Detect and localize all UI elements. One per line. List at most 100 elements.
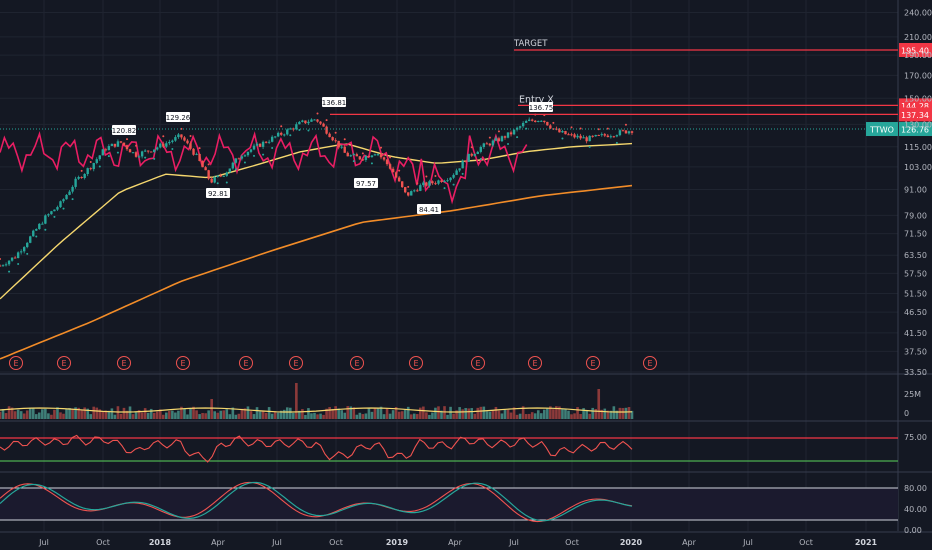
volume-bar-47 bbox=[140, 412, 144, 419]
stop-dot-27 bbox=[80, 169, 83, 172]
candle-body-137 bbox=[413, 190, 416, 192]
volume-bar-4 bbox=[10, 407, 14, 419]
candle-body-77 bbox=[231, 162, 235, 169]
price-tick-1: 210.00 bbox=[904, 33, 932, 42]
earnings-label-8: E bbox=[475, 359, 480, 368]
candle-body-169 bbox=[509, 132, 513, 135]
candle-body-10 bbox=[29, 236, 32, 243]
candle-body-164 bbox=[494, 138, 498, 141]
candle-body-104 bbox=[313, 119, 316, 121]
candle-body-182 bbox=[549, 125, 552, 129]
volume-bar-100 bbox=[301, 409, 304, 419]
volume-bar-33 bbox=[98, 409, 102, 419]
candle-body-204 bbox=[615, 135, 619, 137]
earnings-circle-8 bbox=[471, 356, 485, 370]
candle-body-38 bbox=[113, 143, 117, 147]
volume-bar-115 bbox=[346, 406, 350, 419]
candle-body-35 bbox=[104, 149, 108, 151]
volume-bar-72 bbox=[216, 412, 220, 419]
volume-bar-109 bbox=[328, 407, 331, 419]
candle-body-86 bbox=[258, 143, 262, 147]
candle-body-192 bbox=[579, 135, 582, 139]
volume-bar-60 bbox=[180, 406, 183, 419]
volume-bar-8 bbox=[22, 413, 26, 419]
candle-body-67 bbox=[201, 160, 204, 168]
level-value-2: 137.34 bbox=[901, 111, 929, 120]
time-tick-12: Jul bbox=[742, 538, 753, 547]
candle-body-107 bbox=[322, 123, 325, 127]
candle-body-162 bbox=[488, 143, 492, 146]
volume-bar-38 bbox=[113, 414, 117, 419]
volume-bar-14 bbox=[41, 409, 44, 419]
volume-bar-157 bbox=[473, 413, 477, 419]
time-tick-7: Apr bbox=[448, 538, 463, 547]
volume-bar-129 bbox=[388, 413, 392, 419]
stop-dot-126 bbox=[380, 146, 383, 149]
price-label-2: 136.81 bbox=[322, 99, 347, 107]
candle-body-78 bbox=[234, 158, 238, 163]
candle-body-193 bbox=[582, 137, 585, 139]
candle-body-99 bbox=[298, 121, 301, 125]
time-tick-14: 2021 bbox=[855, 538, 878, 547]
candle-body-68 bbox=[204, 167, 207, 171]
candle-body-79 bbox=[237, 158, 241, 160]
price-axis[interactable]: 240.00 210.00 190.00 170.00 150.00 130.00 115.… bbox=[904, 8, 932, 377]
earnings-label-1: E bbox=[61, 359, 66, 368]
time-tick-8: Jul bbox=[508, 538, 519, 547]
volume-bar-39 bbox=[116, 406, 120, 419]
volume-bar-24 bbox=[71, 408, 74, 419]
volume-bar-98 bbox=[295, 383, 298, 419]
candle-body-22 bbox=[65, 194, 68, 200]
candle-body-81 bbox=[243, 155, 247, 157]
candle-body-57 bbox=[171, 140, 174, 142]
volume-bar-195 bbox=[588, 413, 591, 419]
price-tick-6: 115.00 bbox=[904, 143, 932, 152]
candle-body-114 bbox=[343, 146, 346, 153]
candle-body-28 bbox=[83, 173, 86, 179]
volume-bar-102 bbox=[307, 408, 310, 419]
stop-dot-21 bbox=[62, 207, 65, 210]
volume-bar-163 bbox=[491, 410, 495, 419]
volume-bar-166 bbox=[500, 413, 504, 419]
stop-dot-30 bbox=[89, 160, 92, 163]
candle-body-94 bbox=[283, 134, 286, 136]
stop-dot-45 bbox=[135, 144, 138, 147]
candle-body-24 bbox=[71, 186, 74, 192]
volume-bar-177 bbox=[533, 413, 537, 419]
candle-body-44 bbox=[131, 152, 135, 154]
candle-body-175 bbox=[527, 119, 531, 121]
volume-bar-57 bbox=[171, 410, 174, 419]
volume-bar-75 bbox=[225, 409, 229, 419]
stop-dot-204 bbox=[615, 141, 618, 144]
volume-bar-51 bbox=[152, 412, 156, 419]
volume-bar-16 bbox=[47, 413, 50, 419]
volume-bar-113 bbox=[340, 410, 344, 419]
volume-bar-87 bbox=[261, 410, 265, 419]
stop-dot-54 bbox=[162, 135, 165, 138]
candle-body-59 bbox=[177, 134, 180, 138]
earnings-label-10: E bbox=[590, 359, 595, 368]
earnings-circle-1 bbox=[57, 356, 71, 370]
candle-body-43 bbox=[128, 149, 132, 153]
price-label-4: 97.57 bbox=[356, 180, 376, 188]
volume-bar-70 bbox=[210, 399, 213, 419]
candle-body-198 bbox=[597, 134, 600, 136]
volume-bar-26 bbox=[77, 407, 80, 419]
candle-body-73 bbox=[219, 175, 222, 177]
candle-body-154 bbox=[464, 160, 467, 162]
volume-bar-28 bbox=[83, 407, 86, 419]
candle-body-124 bbox=[373, 154, 377, 156]
earnings-label-3: E bbox=[180, 359, 185, 368]
volume-bar-175 bbox=[527, 413, 531, 419]
candle-body-27 bbox=[80, 177, 83, 179]
volume-bar-186 bbox=[561, 408, 564, 419]
volume-bar-182 bbox=[549, 406, 552, 419]
time-axis[interactable]: Jul Oct 2018 Apr Jul Oct 2019 Apr Jul Oct 2020 Apr J… bbox=[38, 538, 877, 547]
candle-body-51 bbox=[153, 149, 156, 152]
volume-bar-124 bbox=[373, 408, 377, 419]
candle-body-55 bbox=[165, 143, 168, 147]
volume-bar-196 bbox=[591, 407, 594, 419]
candle-body-14 bbox=[41, 223, 44, 225]
stop-dot-75 bbox=[225, 181, 228, 184]
